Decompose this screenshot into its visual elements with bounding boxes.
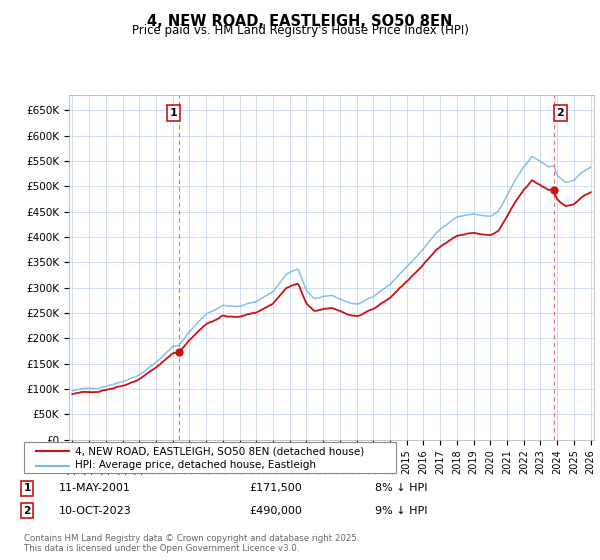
Text: 1: 1 <box>23 483 31 493</box>
Text: 9% ↓ HPI: 9% ↓ HPI <box>375 506 427 516</box>
Text: 8% ↓ HPI: 8% ↓ HPI <box>375 483 427 493</box>
Text: 1: 1 <box>170 108 178 118</box>
Text: Contains HM Land Registry data © Crown copyright and database right 2025.
This d: Contains HM Land Registry data © Crown c… <box>24 534 359 553</box>
Text: 4, NEW ROAD, EASTLEIGH, SO50 8EN: 4, NEW ROAD, EASTLEIGH, SO50 8EN <box>148 14 452 29</box>
Text: 2: 2 <box>23 506 31 516</box>
Text: HPI: Average price, detached house, Eastleigh: HPI: Average price, detached house, East… <box>75 460 316 470</box>
Text: 2: 2 <box>556 108 564 118</box>
Text: 11-MAY-2001: 11-MAY-2001 <box>59 483 131 493</box>
Text: £171,500: £171,500 <box>249 483 302 493</box>
Text: Price paid vs. HM Land Registry's House Price Index (HPI): Price paid vs. HM Land Registry's House … <box>131 24 469 36</box>
Text: £490,000: £490,000 <box>249 506 302 516</box>
Text: 4, NEW ROAD, EASTLEIGH, SO50 8EN (detached house): 4, NEW ROAD, EASTLEIGH, SO50 8EN (detach… <box>75 446 364 456</box>
Text: 10-OCT-2023: 10-OCT-2023 <box>59 506 131 516</box>
